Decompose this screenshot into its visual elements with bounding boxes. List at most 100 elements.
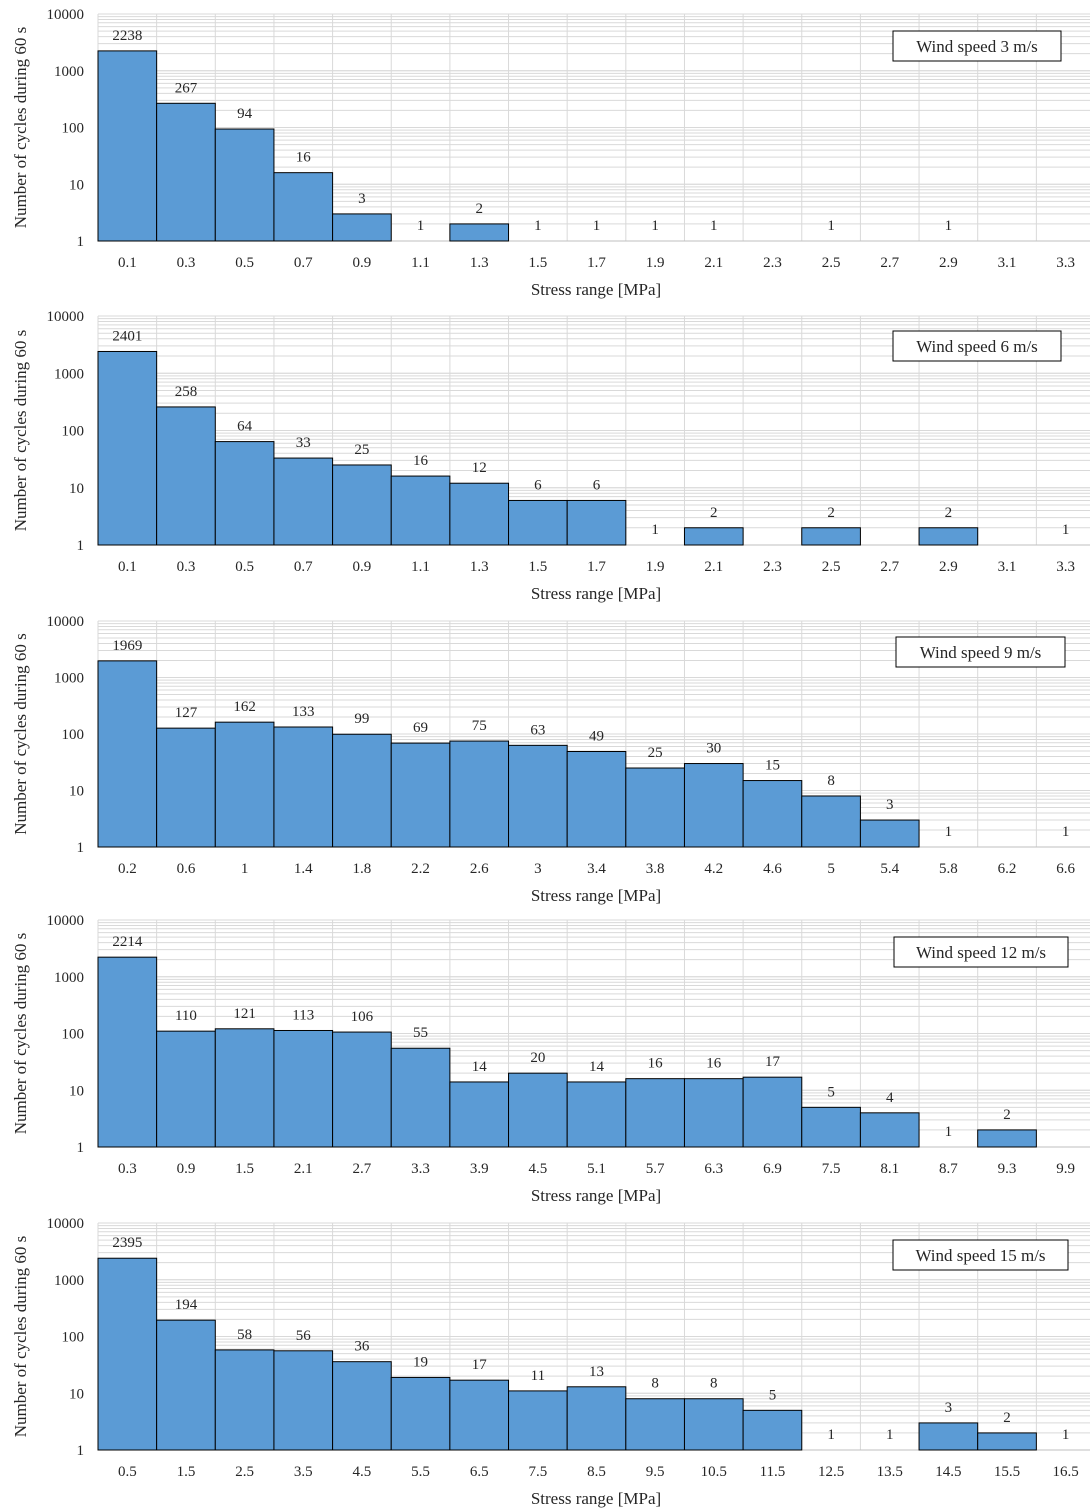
bar xyxy=(214,441,275,546)
y-tick-label: 1000 xyxy=(54,970,84,986)
data-label: 12 xyxy=(472,460,487,476)
x-tick-label: 1.7 xyxy=(587,255,606,271)
x-tick-label: 1.5 xyxy=(235,1161,254,1177)
x-tick-label: 9.3 xyxy=(998,1161,1017,1177)
data-label: 5 xyxy=(827,1084,835,1100)
data-label: 6 xyxy=(593,477,601,493)
x-tick-label: 8.5 xyxy=(587,1464,606,1480)
x-tick-label: 0.3 xyxy=(177,255,196,271)
data-label: 133 xyxy=(292,704,315,720)
data-label: 99 xyxy=(354,711,369,727)
bar xyxy=(742,780,803,848)
x-tick-label: 1.5 xyxy=(177,1464,196,1480)
x-tick-label: 2.7 xyxy=(353,1161,372,1177)
x-tick-label: 0.9 xyxy=(177,1161,196,1177)
bar xyxy=(449,223,510,242)
data-label: 2 xyxy=(1003,1410,1011,1426)
data-label: 33 xyxy=(296,435,311,451)
data-label: 16 xyxy=(296,150,312,166)
legend-label: Wind speed 3 m/s xyxy=(916,37,1038,56)
data-label: 1 xyxy=(710,218,718,234)
x-tick-label: 3.3 xyxy=(411,1161,430,1177)
x-tick-label: 0.1 xyxy=(118,255,137,271)
bar xyxy=(625,767,685,848)
x-tick-label: 1.3 xyxy=(470,559,489,575)
x-tick-label: 1.9 xyxy=(646,255,665,271)
data-label: 8 xyxy=(651,1376,659,1392)
y-tick-label: 1 xyxy=(77,234,85,250)
bar xyxy=(156,406,216,546)
data-label: 2238 xyxy=(112,28,142,44)
data-label: 162 xyxy=(233,699,256,715)
bar xyxy=(859,1112,920,1148)
y-tick-label: 10000 xyxy=(47,614,85,630)
x-tick-label: 16.5 xyxy=(1053,1464,1079,1480)
data-label: 36 xyxy=(354,1339,370,1355)
data-label: 1 xyxy=(1062,522,1070,538)
data-label: 2214 xyxy=(112,934,143,950)
bar xyxy=(918,527,979,546)
y-tick-label: 1 xyxy=(77,840,85,856)
x-tick-label: 3.1 xyxy=(998,559,1017,575)
data-label: 6 xyxy=(534,477,542,493)
data-label: 75 xyxy=(472,718,487,734)
bar xyxy=(977,1432,1037,1451)
data-label: 1 xyxy=(1062,824,1070,840)
legend-box xyxy=(892,30,1062,62)
x-tick-label: 5.1 xyxy=(587,1161,606,1177)
x-tick-label: 5.5 xyxy=(411,1464,430,1480)
bar xyxy=(801,795,861,848)
x-tick-label: 2.5 xyxy=(235,1464,254,1480)
y-tick-label: 10 xyxy=(69,177,84,193)
data-label: 25 xyxy=(354,442,369,458)
data-label: 2 xyxy=(945,505,953,521)
data-label: 267 xyxy=(175,80,198,96)
y-tick-label: 10 xyxy=(69,481,84,497)
x-tick-label: 1.5 xyxy=(528,559,547,575)
x-tick-label: 0.7 xyxy=(294,559,313,575)
x-tick-label: 0.3 xyxy=(177,559,196,575)
data-label: 1 xyxy=(827,1427,835,1443)
data-label: 1 xyxy=(417,218,425,234)
data-label: 94 xyxy=(237,106,253,122)
x-tick-label: 1 xyxy=(241,861,249,877)
bar xyxy=(97,50,158,242)
x-tick-label: 2.1 xyxy=(704,255,723,271)
bar xyxy=(801,1106,861,1148)
bar xyxy=(449,1081,510,1148)
data-label: 16 xyxy=(413,453,429,469)
bar xyxy=(273,172,334,242)
legend: Wind speed 9 m/s xyxy=(895,636,1066,668)
y-tick-label: 10 xyxy=(69,1083,84,1099)
x-tick-label: 4.5 xyxy=(353,1464,372,1480)
bar xyxy=(801,527,861,546)
y-tick-label: 1000 xyxy=(54,366,84,382)
x-tick-label: 5.7 xyxy=(646,1161,665,1177)
x-tick-label: 6.5 xyxy=(470,1464,489,1480)
y-tick-label: 100 xyxy=(62,424,85,440)
data-label: 3 xyxy=(945,1400,953,1416)
x-tick-label: 0.5 xyxy=(118,1464,137,1480)
bar xyxy=(742,1076,803,1148)
data-label: 4 xyxy=(886,1090,894,1106)
bar xyxy=(390,1376,451,1451)
bar xyxy=(449,740,510,848)
bar xyxy=(508,1390,568,1451)
x-tick-label: 2.3 xyxy=(763,255,782,271)
y-tick-label: 10 xyxy=(69,1386,84,1402)
data-label: 3 xyxy=(886,797,894,813)
legend-label: Wind speed 12 m/s xyxy=(916,943,1046,962)
bar xyxy=(273,726,334,848)
x-tick-label: 3.9 xyxy=(470,1161,489,1177)
data-label: 11 xyxy=(531,1368,545,1384)
y-tick-label: 1 xyxy=(77,538,85,554)
data-label: 1 xyxy=(886,1427,894,1443)
legend: Wind speed 12 m/s xyxy=(893,936,1069,968)
bar xyxy=(859,819,920,848)
x-tick-label: 12.5 xyxy=(818,1464,844,1480)
bar xyxy=(214,1028,275,1148)
bar xyxy=(214,1349,275,1451)
